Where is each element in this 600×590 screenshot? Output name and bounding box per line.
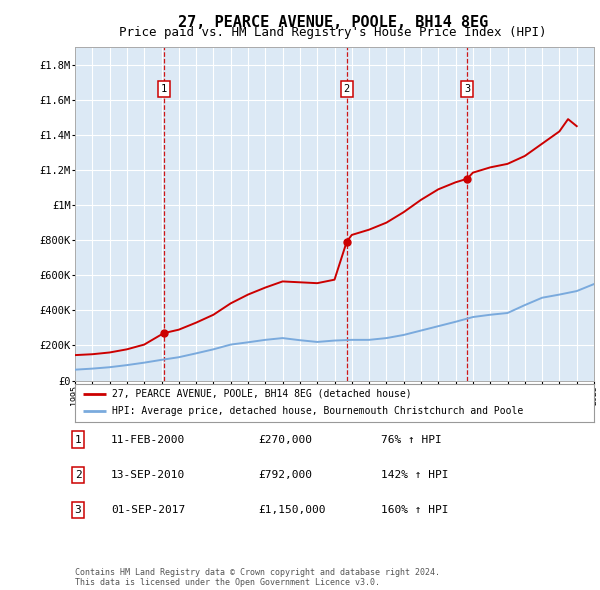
Text: 2: 2: [344, 84, 350, 94]
Text: 142% ↑ HPI: 142% ↑ HPI: [381, 470, 449, 480]
Text: 3: 3: [464, 84, 470, 94]
Text: HPI: Average price, detached house, Bournemouth Christchurch and Poole: HPI: Average price, detached house, Bour…: [112, 407, 524, 417]
Text: 13-SEP-2010: 13-SEP-2010: [111, 470, 185, 480]
Text: £792,000: £792,000: [258, 470, 312, 480]
Text: Price paid vs. HM Land Registry's House Price Index (HPI): Price paid vs. HM Land Registry's House …: [119, 26, 547, 39]
Text: 160% ↑ HPI: 160% ↑ HPI: [381, 506, 449, 515]
Text: 3: 3: [74, 506, 82, 515]
Text: 27, PEARCE AVENUE, POOLE, BH14 8EG (detached house): 27, PEARCE AVENUE, POOLE, BH14 8EG (deta…: [112, 389, 412, 399]
Text: £1,150,000: £1,150,000: [258, 506, 325, 515]
Text: 1: 1: [161, 84, 167, 94]
Text: Contains HM Land Registry data © Crown copyright and database right 2024.
This d: Contains HM Land Registry data © Crown c…: [75, 568, 440, 587]
Text: £270,000: £270,000: [258, 435, 312, 444]
Text: 1: 1: [74, 435, 82, 444]
Text: 27, PEARCE AVENUE, POOLE, BH14 8EG: 27, PEARCE AVENUE, POOLE, BH14 8EG: [178, 15, 488, 30]
Text: 2: 2: [74, 470, 82, 480]
Text: 76% ↑ HPI: 76% ↑ HPI: [381, 435, 442, 444]
Text: 01-SEP-2017: 01-SEP-2017: [111, 506, 185, 515]
Text: 11-FEB-2000: 11-FEB-2000: [111, 435, 185, 444]
